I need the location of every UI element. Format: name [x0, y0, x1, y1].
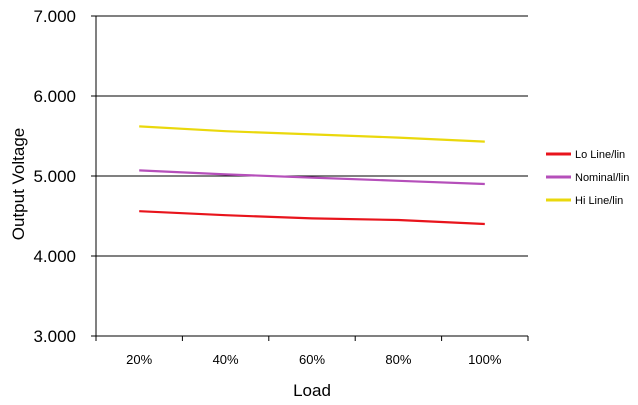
y-tick-labels: 3.000 4.000 5.000 6.000 7.000: [33, 7, 76, 346]
legend-label: Lo Line/lin: [575, 149, 625, 161]
series-line: [139, 125, 485, 143]
x-tick-label: 100%: [468, 352, 502, 367]
y-tick-label: 4.000: [33, 247, 76, 266]
y-tick-label: 6.000: [33, 87, 76, 106]
x-tick-label: 80%: [385, 352, 411, 367]
axes: [91, 15, 529, 341]
y-tick-label: 7.000: [33, 7, 76, 26]
y-tick-label: 3.000: [33, 327, 76, 346]
legend-label: Hi Line/lin: [575, 195, 623, 207]
series-line: [139, 210, 485, 226]
series-lines: [139, 125, 485, 226]
legend-label: Nominal/lin: [575, 172, 629, 184]
grid-lines: [96, 15, 528, 257]
y-tick-label: 5.000: [33, 167, 76, 186]
x-tick-labels: 20% 40% 60% 80% 100%: [126, 352, 502, 367]
x-tick-label: 40%: [213, 352, 239, 367]
series-line: [139, 169, 485, 186]
x-tick-label: 20%: [126, 352, 152, 367]
legend: Lo Line/lin Nominal/lin Hi Line/lin: [546, 149, 629, 207]
x-axis-title: Load: [293, 381, 331, 400]
x-tick-label: 60%: [299, 352, 325, 367]
y-axis-title: Output Voltage: [9, 128, 28, 240]
